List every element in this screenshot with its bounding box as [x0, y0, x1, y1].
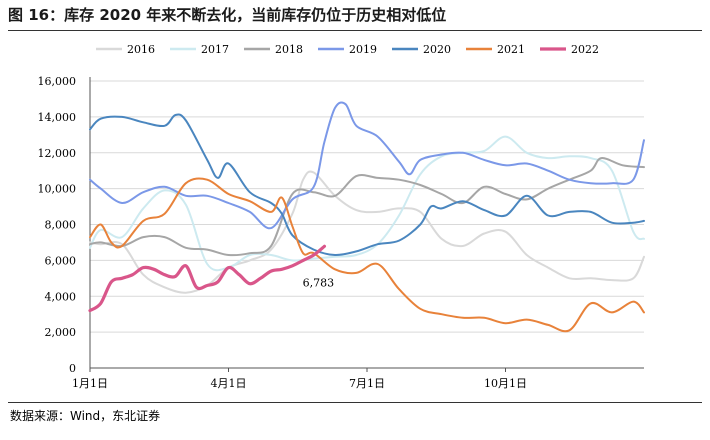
series-line-2021 [89, 177, 645, 333]
footer-divider [8, 402, 702, 403]
plot-series [88, 101, 645, 333]
series-line-2019 [89, 101, 645, 230]
series-line-2016 [89, 170, 645, 294]
legend-label-2022: 2022 [571, 43, 599, 56]
latest-value-label: 6,783 [303, 276, 335, 289]
source-note: 数据来源：Wind，东北证券 [10, 409, 161, 423]
y-tick-label: 6,000 [45, 254, 77, 267]
x-tick-label: 1月1日 [72, 377, 108, 390]
x-tick-label: 10月1日 [484, 377, 527, 390]
chart-legend: 2016 2017 2018 2019 2020 2021 2022 [96, 43, 599, 56]
legend-label-2019: 2019 [349, 43, 377, 56]
y-tick-label: 4,000 [45, 290, 77, 303]
chart-annotations: 6,783 [303, 276, 335, 289]
x-axis: 1月1日 4月1日 7月1日 10月1日 [72, 367, 644, 390]
y-tick-label: 0 [69, 362, 76, 375]
y-tick-label: 8,000 [45, 219, 77, 232]
series-line-2017 [89, 135, 645, 272]
legend-label-2020: 2020 [423, 43, 451, 56]
legend-label-2021: 2021 [497, 43, 525, 56]
y-axis: 0 2,000 4,000 6,000 8,000 10,000 12,000 14,000 1… [38, 75, 91, 375]
x-tick-label: 7月1日 [349, 377, 385, 390]
series-line-2020 [89, 113, 645, 257]
legend-label-2018: 2018 [275, 43, 303, 56]
series-line-2018 [89, 157, 645, 257]
title-divider [8, 30, 702, 31]
x-tick-label: 4月1日 [211, 377, 247, 390]
y-tick-label: 14,000 [38, 111, 77, 124]
legend-label-2017: 2017 [201, 43, 229, 56]
y-tick-label: 16,000 [38, 75, 77, 88]
y-gridlines [90, 80, 644, 333]
y-tick-label: 2,000 [45, 326, 77, 339]
y-tick-label: 12,000 [38, 147, 77, 160]
inventory-line-chart: 2016 2017 2018 2019 2020 2021 2022 0 2,000 4,000… [38, 43, 645, 390]
figure-title: 图 16：库存 2020 年来不断去化，当前库存仍位于历史相对低位 [8, 6, 447, 24]
y-tick-label: 10,000 [38, 183, 77, 196]
series-line-2022 [88, 244, 326, 313]
legend-label-2016: 2016 [127, 43, 155, 56]
